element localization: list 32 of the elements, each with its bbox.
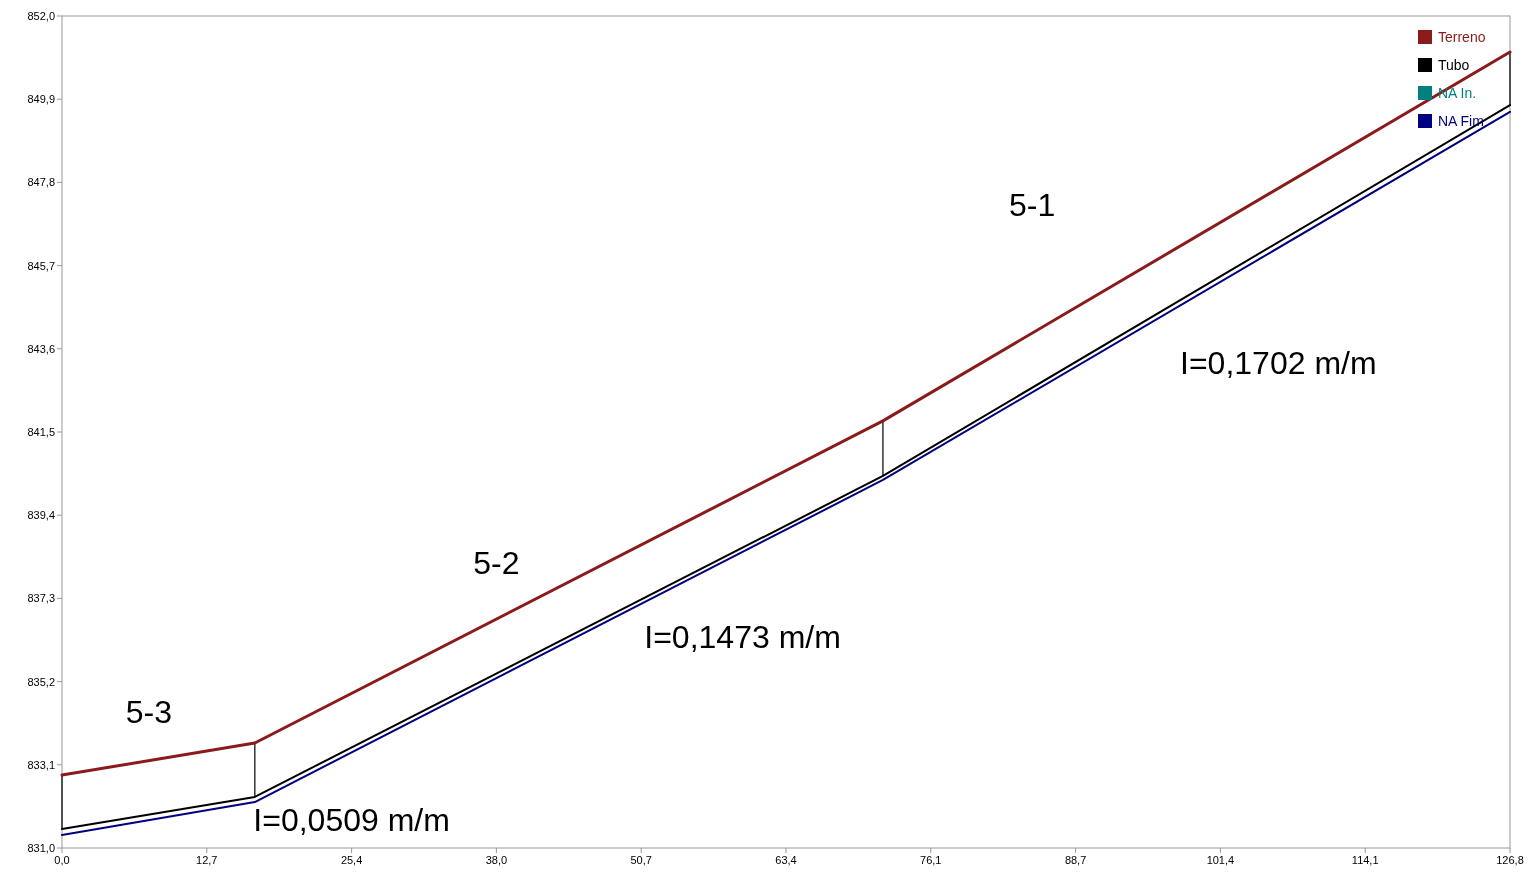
annotation: 5-3	[125, 694, 173, 731]
y-tick-label: 852,0	[27, 10, 55, 22]
y-tick-label: 839,4	[27, 509, 55, 522]
legend-label: Terreno	[1438, 29, 1486, 45]
x-tick-label: 126,8	[1496, 854, 1524, 866]
y-tick-label: 849,9	[27, 93, 55, 106]
legend-label: NA Fim	[1438, 113, 1484, 129]
annotation: 5-2	[473, 544, 520, 581]
y-tick-label: 831,0	[27, 842, 55, 854]
annotation: I=0,1702 m/m	[1180, 344, 1377, 381]
x-tick-label: 101,4	[1206, 854, 1235, 866]
y-tick-label: 843,6	[27, 342, 55, 355]
x-tick-label: 88,7	[1064, 854, 1087, 866]
annotation: 5-1	[1009, 186, 1056, 223]
x-tick-label: 25,4	[340, 854, 363, 866]
x-tick-label: 63,4	[775, 854, 797, 866]
y-tick-label: 835,2	[27, 675, 55, 688]
y-tick-label: 847,8	[27, 176, 55, 189]
y-tick-label: 845,7	[27, 259, 55, 272]
x-tick-label: 76,1	[920, 854, 942, 866]
legend-label: NA In.	[1438, 85, 1477, 101]
x-tick-label: 0,0	[54, 854, 70, 866]
y-tick-label: 833,1	[27, 758, 55, 771]
x-tick-label: 114,1	[1351, 854, 1379, 866]
legend-label: Tubo	[1438, 57, 1470, 73]
x-tick-label: 38,0	[485, 854, 508, 866]
y-tick-label: 841,5	[27, 426, 55, 438]
y-tick-label: 837,3	[27, 592, 55, 605]
annotation: I=0,0509 m/m	[253, 802, 450, 839]
x-tick-label: 12,7	[196, 854, 218, 866]
annotation: I=0,1473 m/m	[644, 619, 841, 656]
x-tick-label: 50,7	[630, 854, 652, 866]
